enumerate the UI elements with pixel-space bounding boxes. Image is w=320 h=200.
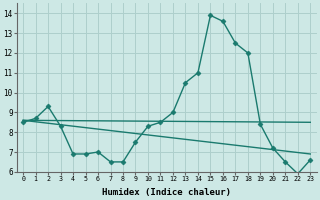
- X-axis label: Humidex (Indice chaleur): Humidex (Indice chaleur): [102, 188, 231, 197]
